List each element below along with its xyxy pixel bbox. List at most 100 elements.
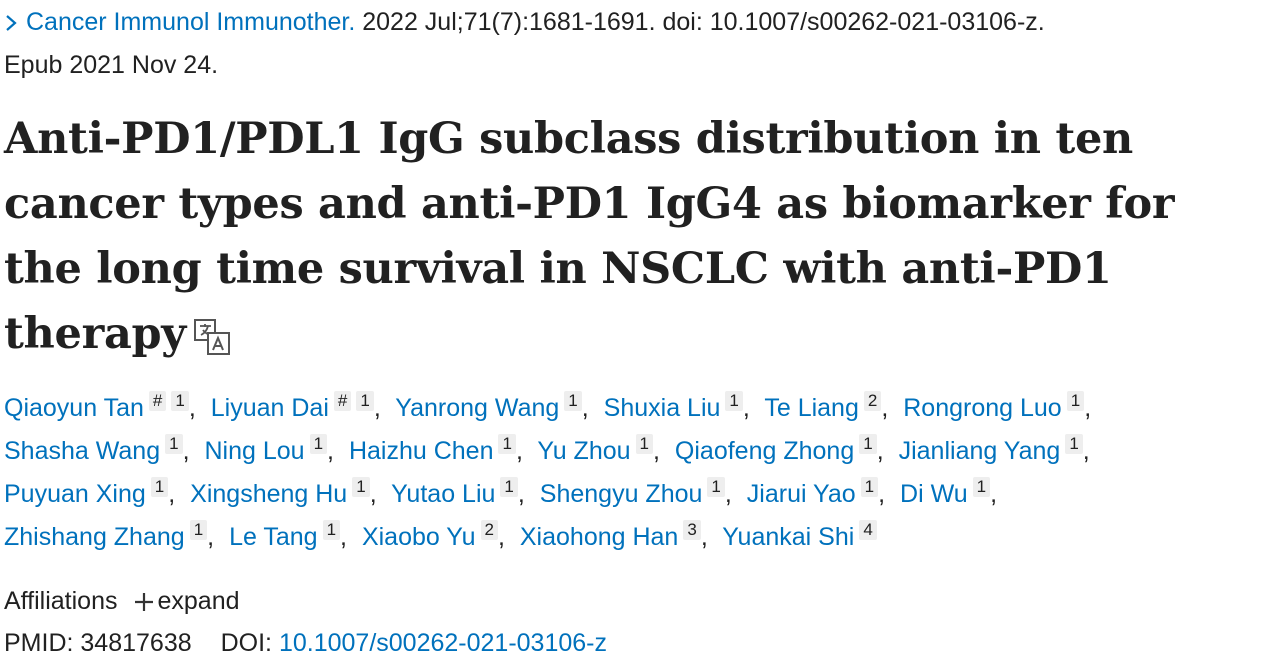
pmid-value: 34817638 (80, 629, 192, 657)
author: Liyuan Dai #1, (210, 391, 389, 422)
author: Ning Lou 1, (204, 434, 343, 465)
author-link[interactable]: Yutao Liu (391, 480, 496, 508)
author-link[interactable]: Haizhu Chen (348, 437, 494, 465)
author: Jianliang Yang 1, (898, 434, 1098, 465)
author: Shuxia Liu 1, (603, 391, 758, 422)
expand-toggle[interactable]: expand (157, 587, 240, 615)
author-link[interactable]: Shasha Wang (4, 437, 161, 465)
affiliation-mark[interactable]: 3 (683, 520, 701, 540)
affiliation-mark[interactable]: 1 (171, 391, 189, 411)
affiliation-mark[interactable]: 1 (150, 477, 169, 497)
pmid-label: PMID: (4, 629, 74, 657)
article-header: Cancer Immunol Immunother. 2022 Jul;71(7… (4, 0, 1278, 665)
author-separator: , (700, 523, 708, 551)
author-separator: , (881, 394, 889, 422)
affiliation-mark[interactable]: 1 (498, 434, 516, 454)
affiliations: Affiliations expand (4, 581, 1278, 621)
author-separator: , (515, 437, 523, 465)
author-link[interactable]: Xingsheng Hu (190, 480, 348, 508)
author-separator: , (581, 394, 589, 422)
author: Xiaobo Yu 2, (361, 520, 513, 551)
affiliation-mark[interactable]: 1 (725, 391, 743, 411)
author-separator: , (369, 480, 377, 508)
author: Yutao Liu 1, (391, 477, 533, 508)
author-link[interactable]: Le Tang (229, 523, 318, 551)
author-separator: , (878, 480, 886, 508)
affiliation-mark[interactable]: 4 (859, 520, 877, 540)
author-link[interactable]: Te Liang (764, 394, 859, 422)
author: Yu Zhou 1, (537, 434, 668, 465)
affiliation-mark[interactable]: 1 (1065, 434, 1083, 454)
author-link[interactable]: Yu Zhou (537, 437, 631, 465)
affiliation-mark[interactable]: 1 (356, 391, 374, 411)
author-separator: , (373, 394, 381, 422)
author: Shengyu Zhou 1, (539, 477, 740, 508)
affiliation-mark[interactable]: 2 (480, 520, 498, 540)
author-separator: , (168, 480, 176, 508)
affiliation-mark[interactable]: 1 (635, 434, 654, 454)
citation-details: 2022 Jul;71(7):1681-1691. doi: 10.1007/s… (362, 8, 1045, 36)
author-link[interactable]: Yanrong Wang (395, 394, 560, 422)
affiliation-mark[interactable]: 1 (309, 434, 328, 454)
author-list: Qiaoyun Tan #1, Liyuan Dai #1, Yanrong Wan… (4, 387, 1224, 559)
author-link[interactable]: Ning Lou (204, 437, 305, 465)
affiliation-mark[interactable]: 1 (564, 391, 582, 411)
author-separator: , (182, 437, 190, 465)
author: Di Wu 1, (900, 477, 1005, 508)
affiliation-mark[interactable]: 1 (972, 477, 991, 497)
plus-icon[interactable] (134, 592, 154, 612)
doi-link[interactable]: 10.1007/s00262-021-03106-z (278, 629, 607, 657)
author: Puyuan Xing 1, (4, 477, 183, 508)
affiliation-mark[interactable]: 1 (165, 434, 183, 454)
journal-link[interactable]: Cancer Immunol Immunother. (26, 8, 356, 36)
author-link[interactable]: Rongrong Luo (903, 394, 1062, 422)
author: Shasha Wang 1, (4, 434, 198, 465)
author: Haizhu Chen 1, (348, 434, 531, 465)
author-separator: , (742, 394, 750, 422)
author: Qiaofeng Zhong 1, (674, 434, 892, 465)
doi-label: DOI: (220, 629, 272, 657)
affiliation-mark[interactable]: 1 (707, 477, 725, 497)
author-link[interactable]: Di Wu (900, 480, 968, 508)
author-link[interactable]: Zhishang Zhang (4, 523, 185, 551)
author-link[interactable]: Jiarui Yao (746, 480, 856, 508)
translate-icon[interactable] (193, 319, 230, 355)
page: Cancer Immunol Immunother. 2022 Jul;71(7… (4, 8, 1175, 657)
author-separator: , (188, 394, 196, 422)
affiliation-mark[interactable]: # (148, 391, 167, 411)
author: Te Liang 2, (764, 391, 896, 422)
affiliation-mark[interactable]: # (333, 391, 352, 411)
citation: Cancer Immunol Immunother. 2022 Jul;71(7… (4, 1, 1278, 87)
affiliation-mark[interactable]: 1 (859, 434, 877, 454)
author-link[interactable]: Yuankai Shi (722, 523, 855, 551)
author-separator: , (990, 480, 998, 508)
affiliation-mark[interactable]: 1 (860, 477, 879, 497)
author-separator: , (207, 523, 215, 551)
author-link[interactable]: Jianliang Yang (898, 437, 1061, 465)
author: Zhishang Zhang 1, (4, 520, 222, 551)
author: Xingsheng Hu 1, (190, 477, 384, 508)
author-link[interactable]: Shengyu Zhou (539, 480, 703, 508)
author-link[interactable]: Qiaofeng Zhong (674, 437, 855, 465)
affiliation-mark[interactable]: 1 (1066, 391, 1085, 411)
affiliation-mark[interactable]: 1 (189, 520, 208, 540)
chevron-icon (6, 15, 17, 32)
author-separator: , (653, 437, 660, 465)
author: Yanrong Wang 1, (395, 391, 596, 422)
author-link[interactable]: Xiaobo Yu (361, 523, 476, 551)
author-link[interactable]: Puyuan Xing (4, 480, 146, 508)
affiliation-mark[interactable]: 1 (500, 477, 518, 497)
affiliation-mark[interactable]: 1 (322, 520, 341, 540)
author-separator: , (327, 437, 334, 465)
author-separator: , (340, 523, 347, 551)
epub-date: Epub 2021 Nov 24. (4, 51, 219, 79)
affiliation-mark[interactable]: 1 (352, 477, 370, 497)
author-link[interactable]: Shuxia Liu (603, 394, 721, 422)
author: Jiarui Yao 1, (746, 477, 893, 508)
author-link[interactable]: Liyuan Dai (210, 394, 329, 422)
affiliation-mark[interactable]: 2 (863, 391, 882, 411)
author-separator: , (517, 480, 525, 508)
article-title: Anti-PD1/PDL1 IgG subclass distribution … (4, 107, 1266, 367)
author-link[interactable]: Xiaohong Han (519, 523, 679, 551)
author-link[interactable]: Qiaoyun Tan (4, 394, 144, 422)
